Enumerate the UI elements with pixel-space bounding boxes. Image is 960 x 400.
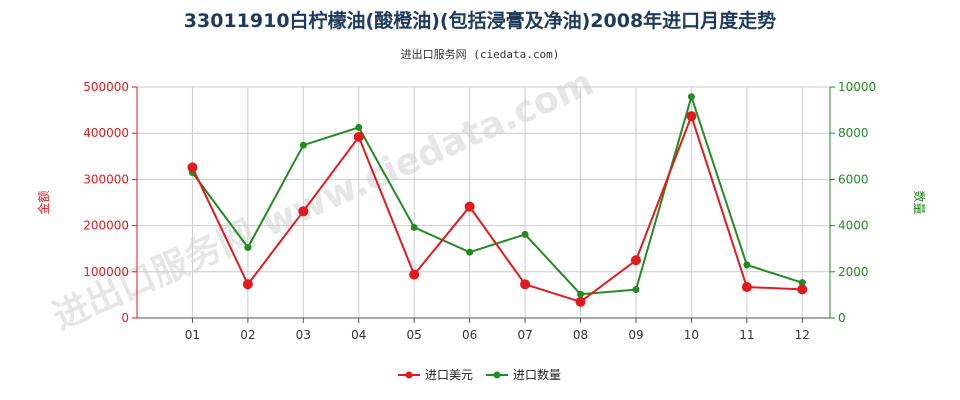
x-tick-label: 12 [795,328,810,342]
data-point-usd [520,279,531,290]
axes: 0 100000 200000 300000 400000 500000 0 2000 4000… [36,80,927,342]
data-point-usd [187,162,198,173]
x-tick-label: 01 [185,328,200,342]
chart-subtitle: 进出口服务网 (ciedata.com) [400,48,560,61]
data-point-usd [298,206,309,217]
y-right-tick-label: 0 [838,311,846,325]
data-point-qty [299,141,307,149]
chart-title: 33011910白柠檬油(酸橙油)(包括浸膏及净油)2008年进口月度走势 [183,10,777,32]
data-point-usd [464,201,475,212]
legend-qty-label: 进口数量 [513,367,561,382]
watermark-text: 进出口服务网 www.ciedata.com [47,62,600,338]
data-point-qty [244,244,252,252]
y-right-tick-label: 10000 [838,80,876,94]
data-point-qty [798,279,806,287]
data-point-usd [353,131,364,142]
data-point-usd [686,111,697,122]
x-tick-label: 05 [407,328,422,342]
x-tick-label: 11 [739,328,754,342]
y-axis-left-title: 金额 [36,190,51,214]
data-point-qty [632,286,640,294]
data-point-qty [743,261,751,269]
y-right-tick-label: 6000 [838,172,869,186]
legend: 进口美元 进口数量 [398,367,561,382]
series-layer [187,93,808,307]
x-tick-label: 06 [462,328,477,342]
x-tick-label: 03 [296,328,311,342]
y-right-tick-label: 8000 [838,126,869,140]
x-tick-label: 04 [351,328,366,342]
x-tick-label: 08 [573,328,588,342]
x-tick-label: 02 [240,328,255,342]
data-point-usd [630,255,641,266]
data-point-usd [409,269,420,280]
y-left-tick-label: 300000 [83,172,129,186]
y-left-tick-label: 500000 [83,80,129,94]
data-point-usd [242,279,253,290]
y-right-tick-label: 2000 [838,265,869,279]
x-tick-label: 10 [684,328,699,342]
y-left-tick-label: 100000 [83,265,129,279]
data-point-qty [410,223,418,231]
legend-qty-marker [493,371,501,379]
data-point-usd [797,284,808,295]
y-left-tick-label: 200000 [83,219,129,233]
y-left-tick-label: 400000 [83,126,129,140]
series-line-qty [191,93,803,296]
y-axis-right-title: 数量 [912,190,927,214]
y-right-tick-label: 4000 [838,219,869,233]
x-tick-label: 09 [628,328,643,342]
data-point-qty [687,93,695,101]
data-point-qty [577,290,585,298]
legend-usd-label: 进口美元 [425,368,473,382]
series-line-usd [191,113,803,303]
data-point-qty [355,123,363,131]
watermark: 进出口服务网 www.ciedata.com [47,62,600,338]
x-tick-label: 07 [517,328,532,342]
data-point-qty [521,230,529,238]
y-left-tick-label: 0 [121,311,129,325]
data-point-usd [575,296,586,307]
legend-usd-marker [405,371,413,379]
data-point-usd [741,282,752,293]
data-point-qty [466,248,474,256]
